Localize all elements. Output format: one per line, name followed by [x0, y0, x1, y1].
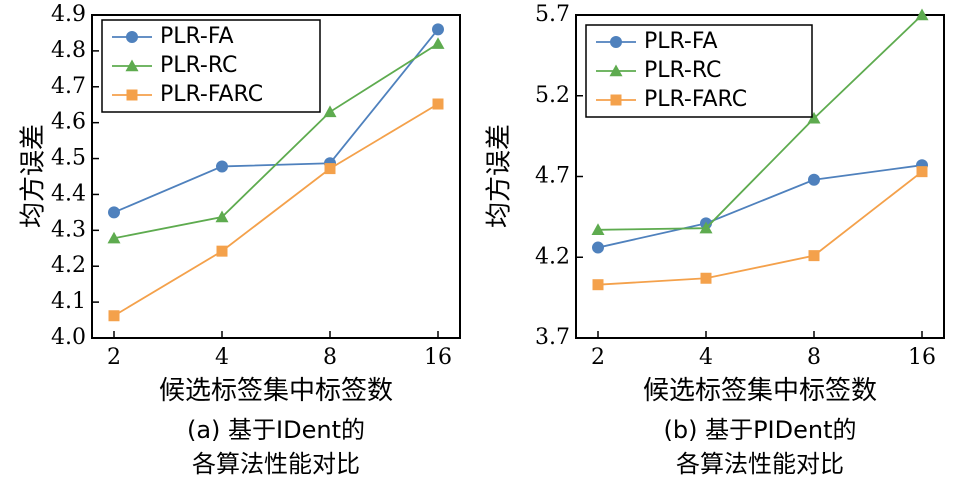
data-point-plr-farc	[916, 166, 928, 178]
legend-marker	[126, 31, 138, 43]
data-point-plr-rc	[323, 105, 337, 118]
plot-area-frame	[91, 14, 461, 339]
legend-marker	[125, 59, 139, 72]
y-tick-label: 4.2	[535, 244, 570, 269]
legend-label: PLR-RC	[644, 58, 721, 83]
y-tick-label: 4.2	[51, 253, 86, 278]
x-tick-label: 16	[424, 345, 452, 370]
data-point-plr-farc	[324, 163, 336, 175]
caption-line-2: 各算法性能对比	[192, 450, 360, 478]
data-point-plr-farc	[592, 279, 604, 291]
caption-line-1: (b) 基于PIDent的	[663, 416, 856, 444]
y-axis-ticks: 3.7 4.2 4.7 5.2 5.7	[535, 2, 583, 350]
chart-panel-b: 3.74.24.75.25.7 2 4 8 16 PLR-FAPLR-RCPLR-FA…	[485, 2, 945, 478]
data-point-plr-farc	[700, 272, 712, 284]
legend-marker	[610, 94, 622, 106]
data-point-plr-fa	[432, 23, 444, 36]
y-tick-label: 4.0	[51, 325, 86, 350]
legend-label: PLR-FA	[160, 24, 234, 49]
y-tick-label: 4.7	[535, 164, 570, 189]
data-point-plr-fa	[108, 206, 120, 219]
legend-label: PLR-FARC	[160, 82, 263, 107]
x-tick-label: 8	[807, 345, 821, 370]
y-tick-label: 4.5	[51, 146, 86, 171]
legend-label: PLR-RC	[160, 53, 237, 78]
y-tick-label: 4.1	[51, 289, 86, 314]
y-tick-label: 3.7	[535, 325, 570, 350]
caption-line-1: (a) 基于IDent的	[187, 416, 365, 444]
legend-marker	[126, 89, 138, 101]
legend-marker	[609, 64, 623, 77]
x-tick-label: 2	[591, 345, 605, 370]
y-tick-label: 4.6	[51, 110, 86, 135]
data-point-plr-farc	[432, 98, 444, 110]
y-axis-label: 均方误差	[485, 124, 515, 228]
caption-line-2: 各算法性能对比	[676, 450, 844, 478]
x-tick-label: 2	[107, 345, 121, 370]
y-axis-label: 均方误差	[19, 124, 49, 228]
x-tick-label: 16	[908, 345, 936, 370]
y-tick-label: 5.2	[535, 83, 570, 108]
data-point-plr-fa	[216, 160, 228, 173]
data-point-plr-rc	[915, 8, 929, 21]
data-point-plr-rc	[591, 223, 605, 235]
data-point-plr-rc	[215, 210, 229, 223]
series-line-plr-rc	[113, 42, 439, 240]
series-line-plr-fa	[597, 164, 923, 249]
legend-label: PLR-FARC	[644, 87, 747, 112]
series-line-plr-farc	[597, 170, 923, 286]
x-axis-ticks: 2 4 8 16	[591, 331, 936, 370]
y-tick-label: 4.3	[51, 217, 86, 242]
x-tick-label: 4	[215, 345, 229, 370]
legend: PLR-FA PLR-RC PLR-FARC	[101, 19, 321, 113]
data-point-plr-farc	[108, 310, 120, 322]
y-tick-label: 5.7	[535, 2, 570, 27]
series-line-plr-farc	[113, 103, 439, 317]
chart-panel-a: 4.0 4.1 4.2 4.3 4.4 4.5 4.6 4.7 4.8 4.9 2 4 8 16 PLR…	[19, 2, 461, 478]
legend-label: PLR-FA	[644, 29, 718, 54]
series-lines	[107, 23, 445, 322]
x-axis-ticks: 2 4 8 16	[107, 331, 452, 370]
data-point-plr-farc	[216, 245, 228, 257]
y-tick-label: 4.7	[51, 74, 86, 99]
data-point-plr-fa	[592, 241, 604, 254]
data-point-plr-rc	[107, 231, 121, 244]
y-tick-label: 4.4	[51, 181, 86, 206]
y-axis-ticks: 4.0 4.1 4.2 4.3 4.4 4.5 4.6 4.7 4.8 4.9	[51, 2, 99, 350]
x-tick-label: 4	[699, 345, 713, 370]
legend: PLR-FA PLR-RC PLR-FARC	[585, 24, 813, 118]
data-point-plr-farc	[808, 250, 820, 262]
x-axis-label: 候选标签集中标签数	[643, 376, 877, 406]
x-tick-label: 8	[323, 345, 337, 370]
data-point-plr-rc	[807, 111, 821, 124]
data-point-plr-rc	[699, 221, 713, 234]
y-tick-label: 4.9	[51, 2, 86, 27]
series-line-plr-rc	[597, 14, 923, 231]
y-tick-label: 4.8	[51, 38, 86, 63]
data-point-plr-fa	[808, 173, 820, 186]
data-point-plr-rc	[431, 37, 445, 49]
x-axis-label: 候选标签集中标签数	[159, 376, 393, 406]
legend-marker	[610, 36, 622, 48]
series-lines	[591, 8, 929, 291]
